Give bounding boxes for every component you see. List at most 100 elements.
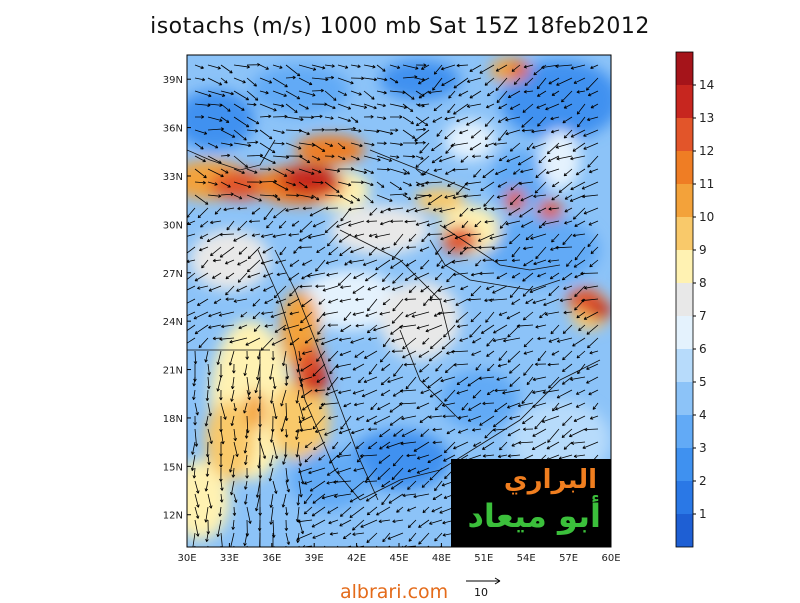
wind-arrow xyxy=(407,480,417,490)
wind-arrow xyxy=(457,428,469,434)
colorbar-label: 11 xyxy=(699,177,714,191)
wind-arrow xyxy=(521,389,534,404)
wind-arrow xyxy=(489,233,508,240)
wind-arrow xyxy=(531,441,547,450)
wind-arrow xyxy=(573,77,586,84)
wind-arrow xyxy=(307,272,326,278)
wind-arrow xyxy=(264,324,274,328)
site-url[interactable]: albrari.com xyxy=(340,581,449,603)
wind-arrow xyxy=(349,259,365,264)
wind-arrow xyxy=(298,103,309,110)
wind-arrow xyxy=(285,75,296,80)
wind-arrow xyxy=(363,181,374,187)
wind-arrow xyxy=(350,168,368,174)
wind-arrow xyxy=(326,272,339,277)
wind-arrow xyxy=(368,233,378,238)
wind-arrow xyxy=(246,62,261,67)
wind-arrow xyxy=(237,220,248,231)
wind-arrow xyxy=(315,259,326,272)
wind-arrow xyxy=(440,64,456,71)
wind-arrow xyxy=(440,233,456,241)
wind-arrow xyxy=(307,233,326,239)
wind-arrow xyxy=(574,285,586,298)
wind-arrow xyxy=(408,285,417,294)
wind-arrow xyxy=(511,272,521,279)
wind-arrow xyxy=(547,155,560,162)
wind-arrow xyxy=(350,64,361,68)
wind-arrow xyxy=(223,207,235,212)
wind-arrow xyxy=(509,285,521,298)
wind-arrow xyxy=(230,415,235,427)
wind-arrow xyxy=(415,127,427,132)
wind-arrow xyxy=(523,64,534,69)
wind-arrow xyxy=(459,337,469,342)
wind-arrow xyxy=(352,363,365,371)
wind-arrow xyxy=(588,220,599,226)
wind-arrow xyxy=(587,155,599,168)
wind-arrow xyxy=(494,168,508,175)
wind-arrow xyxy=(205,467,210,477)
wind-arrow xyxy=(268,467,274,482)
wind-arrow xyxy=(479,271,495,276)
speed-patch xyxy=(500,60,611,140)
wind-arrow xyxy=(549,272,560,280)
colorbar-frame xyxy=(675,51,694,548)
wind-arrow xyxy=(492,285,508,294)
wind-arrow xyxy=(353,467,365,472)
wind-arrow xyxy=(198,246,209,252)
wind-arrow xyxy=(588,168,599,174)
wind-arrow xyxy=(584,427,599,432)
wind-arrow xyxy=(324,181,340,193)
wind-arrow xyxy=(484,129,495,140)
wind-arrow xyxy=(324,154,335,159)
wind-arrow xyxy=(554,402,573,411)
wind-arrow xyxy=(416,324,430,330)
wind-arrow xyxy=(262,246,274,254)
wind-arrow xyxy=(450,142,469,148)
wind-arrow xyxy=(207,116,223,122)
wind-arrow xyxy=(414,194,430,200)
wind-arrow xyxy=(338,233,352,243)
wind-arrow xyxy=(375,259,391,271)
wind-arrow xyxy=(583,285,599,290)
colorbar-swatch xyxy=(676,481,693,514)
wind-arrow xyxy=(494,402,508,413)
wind-arrow xyxy=(376,90,387,95)
wind-arrow xyxy=(291,220,300,227)
wind-arrow xyxy=(191,441,196,455)
wind-arrow xyxy=(427,454,443,463)
wind-arrow xyxy=(432,116,443,123)
wind-arrow xyxy=(464,181,482,186)
wind-arrow xyxy=(404,219,417,224)
wind-arrow xyxy=(587,233,599,248)
wind-arrow xyxy=(419,363,430,373)
wind-arrow xyxy=(207,64,221,70)
wind-arrow xyxy=(404,297,417,302)
wind-arrow xyxy=(272,168,288,177)
wind-arrow xyxy=(207,168,224,178)
wind-arrow xyxy=(519,207,534,218)
wind-arrow xyxy=(534,362,547,367)
logo-box: البراري أبو ميعاد xyxy=(451,459,611,547)
wind-arrow xyxy=(408,532,417,542)
wind-arrow xyxy=(472,337,482,344)
wind-arrow xyxy=(376,181,385,188)
wind-arrow xyxy=(194,324,209,335)
wind-arrow xyxy=(423,168,430,176)
wind-arrow xyxy=(498,103,508,109)
wind-arrow xyxy=(208,324,222,329)
wind-arrow xyxy=(303,493,313,505)
wind-arrow xyxy=(311,180,324,185)
wind-arrow xyxy=(193,311,209,320)
wind-arrow xyxy=(562,350,573,361)
wind-arrow xyxy=(402,168,410,175)
wind-arrow xyxy=(532,376,547,382)
wind-arrow xyxy=(415,155,424,160)
wind-arrow xyxy=(194,90,212,98)
wind-arrow xyxy=(425,324,443,333)
wind-arrow xyxy=(545,103,560,111)
wind-arrow xyxy=(497,454,508,459)
wind-arrow xyxy=(337,194,354,204)
wind-arrow xyxy=(350,180,364,185)
wind-arrow xyxy=(300,376,313,382)
